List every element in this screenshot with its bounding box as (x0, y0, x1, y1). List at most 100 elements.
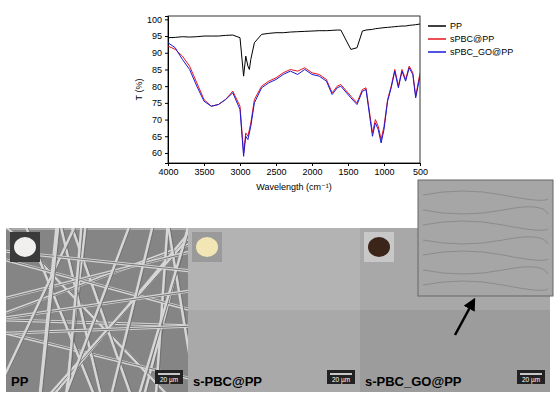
legend: PP sPBC@PP sPBC_GO@PP (428, 21, 513, 57)
x-tick: 2500 (266, 163, 286, 177)
y-tick-label: 65 (152, 132, 162, 142)
series-line (168, 24, 420, 76)
x-axis-line (169, 164, 421, 167)
arrow (455, 300, 474, 335)
x-tick-label: 4000 (158, 167, 178, 177)
x-tick-mark (204, 163, 205, 166)
y-tick-label: 90 (152, 48, 162, 58)
y-tick-label: 100 (147, 15, 162, 25)
y-tick: 95 (152, 31, 168, 41)
scale-bar (330, 373, 352, 375)
sem-panel: PP 20 µm (0, 218, 208, 398)
legend-label: sPBC@PP (450, 34, 494, 44)
y-tick-mark (165, 153, 168, 154)
sem-shade (188, 228, 360, 310)
inset-texture (423, 237, 548, 244)
x-axis-title: Wavelength (cm⁻¹) (256, 182, 331, 192)
y-tick-mark (165, 120, 168, 121)
legend-swatch (428, 51, 446, 53)
legend-label: sPBC_GO@PP (450, 47, 513, 57)
x-tick-label: 2500 (266, 167, 286, 177)
x-tick: 1000 (374, 163, 394, 177)
x-tick: 1500 (338, 163, 358, 177)
fiber (63, 228, 133, 392)
y-tick-mark (165, 19, 168, 20)
y-tick-mark (165, 69, 168, 70)
x-tick-label: 500 (413, 167, 428, 177)
y-tick-mark (165, 36, 168, 37)
scale-bar (520, 373, 542, 375)
y-tick: 85 (152, 65, 168, 75)
sem-panel: s-PBC@PP20 µm (188, 228, 360, 392)
sem-background (188, 228, 360, 392)
series-line (168, 43, 420, 157)
y-tick: 70 (152, 115, 168, 125)
y-tick: 80 (152, 82, 168, 92)
y-axis-title: T (%) (134, 79, 144, 101)
inset-texture (423, 221, 548, 230)
scale-bar-label: 20 µm (522, 376, 540, 384)
y-tick: 65 (152, 132, 168, 142)
y-tick-label: 95 (152, 31, 162, 41)
y-tick-mark (165, 86, 168, 87)
x-tick-label: 3000 (230, 167, 250, 177)
scale-bar-box (155, 370, 183, 384)
x-tick-mark (240, 163, 241, 166)
x-tick-label: 3500 (194, 167, 214, 177)
magnified-inset (418, 180, 553, 296)
scale-bar (158, 373, 180, 375)
x-tick: 2000 (302, 163, 322, 177)
y-axis-line (165, 17, 169, 164)
fiber (6, 228, 79, 392)
sample-photo (196, 237, 218, 257)
x-tick-mark (276, 163, 277, 166)
x-tick: 3500 (194, 163, 214, 177)
legend-swatch (428, 38, 446, 40)
x-tick-label: 1000 (374, 167, 394, 177)
fiber-shadow (6, 326, 188, 334)
photo-inset (10, 232, 40, 262)
scale-bar-label: 20 µm (160, 376, 178, 384)
sample-photo (368, 237, 390, 257)
y-tick-label: 60 (152, 148, 162, 158)
x-tick-mark (348, 163, 349, 166)
scale-bar-box (327, 370, 355, 384)
y-tick: 100 (147, 15, 168, 25)
y-tick-label: 75 (152, 98, 162, 108)
y-tick-label: 70 (152, 115, 162, 125)
x-axis: 4000 3500 3000 2500 2000 1500 1000 500 (158, 163, 428, 177)
y-tick-label: 80 (152, 82, 162, 92)
figure: 4000 3500 3000 2500 2000 1500 1000 500 60 65 70 75 8… (0, 0, 557, 398)
fiber-shadow (6, 228, 188, 229)
legend-label: PP (450, 21, 462, 31)
y-tick-mark (165, 103, 168, 104)
x-tick-mark (312, 163, 313, 166)
y-tick: 90 (152, 48, 168, 58)
inset-texture (423, 191, 548, 200)
fiber (137, 228, 188, 392)
inset-texture (423, 267, 548, 274)
x-tick-label: 2000 (302, 167, 322, 177)
plot-lines (168, 24, 420, 156)
fiber-shadow (41, 228, 61, 392)
y-tick: 60 (152, 148, 168, 158)
panel-label: s-PBC_GO@PP (365, 374, 462, 389)
y-axis: 60 65 70 75 80 85 90 95 100 (147, 15, 169, 164)
legend-swatch (428, 25, 446, 27)
panel-label: PP (11, 374, 29, 389)
photo-inset (364, 232, 394, 262)
fiber (156, 228, 169, 392)
fiber-shadow (6, 228, 81, 392)
x-tick: 500 (413, 163, 428, 177)
fiber-shadow (65, 228, 135, 392)
x-tick-label: 1500 (338, 167, 358, 177)
inset-texture (423, 251, 548, 260)
photo-inset (192, 232, 222, 262)
x-tick-mark (420, 163, 421, 166)
scale-bar-box (517, 370, 545, 384)
inset-texture (423, 281, 548, 290)
y-tick-label: 85 (152, 65, 162, 75)
sample-photo (14, 237, 36, 257)
x-tick: 4000 (158, 163, 178, 177)
x-tick: 3000 (230, 163, 250, 177)
